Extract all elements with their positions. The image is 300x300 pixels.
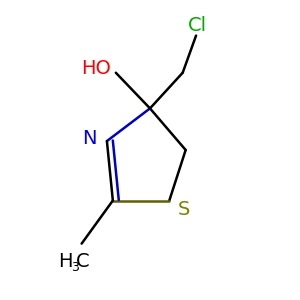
Text: S: S: [178, 200, 190, 219]
Text: 3: 3: [71, 261, 79, 274]
Text: N: N: [82, 129, 96, 148]
Text: C: C: [75, 252, 89, 271]
Text: H: H: [58, 252, 73, 271]
Text: HO: HO: [82, 59, 111, 78]
Text: Cl: Cl: [188, 16, 207, 35]
